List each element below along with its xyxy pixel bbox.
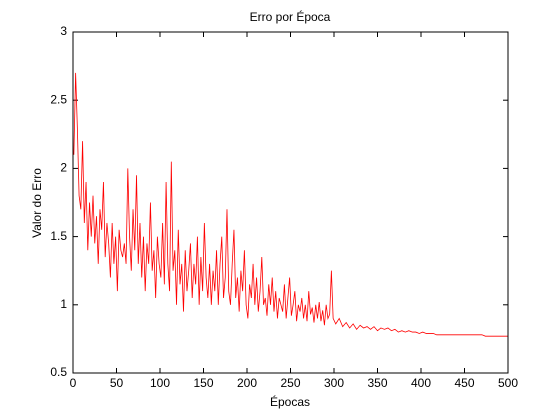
x-tick-label: 150 [193, 376, 213, 390]
x-tick-label: 300 [324, 376, 344, 390]
y-tick-label: 2.5 [50, 92, 67, 106]
y-tick-label: 1 [60, 297, 67, 311]
x-tick-label: 50 [110, 376, 124, 390]
plot-frame [72, 31, 509, 374]
data-line [73, 72, 508, 337]
x-tick-label: 0 [70, 376, 77, 390]
x-tick-label: 400 [411, 376, 431, 390]
y-tick-label: 3 [60, 24, 67, 38]
x-axis-label: Épocas [270, 394, 310, 409]
y-tick-label: 0.5 [50, 365, 67, 379]
chart-title: Erro por Época [250, 9, 331, 24]
y-tick-label: 2 [60, 161, 67, 175]
x-tick-label: 100 [150, 376, 170, 390]
x-tick-label: 500 [498, 376, 518, 390]
y-tick-label: 1.5 [50, 229, 67, 243]
x-tick-label: 350 [367, 376, 387, 390]
x-tick-label: 200 [237, 376, 257, 390]
x-tick-label: 450 [454, 376, 474, 390]
x-tick-label: 250 [280, 376, 300, 390]
y-axis-label: Valor do Erro [30, 168, 44, 238]
